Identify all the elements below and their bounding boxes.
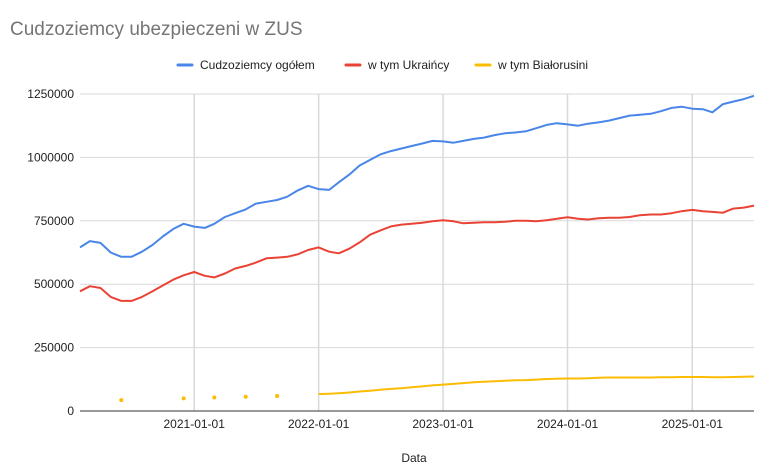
data-point xyxy=(243,394,248,399)
data-point xyxy=(181,396,186,401)
data-point xyxy=(275,394,280,399)
series-0 xyxy=(79,94,755,258)
data-point xyxy=(212,395,217,400)
x-axis-title: Data xyxy=(401,451,427,465)
series-line xyxy=(318,375,755,395)
legend-item[interactable]: w tym Ukraińcy xyxy=(344,58,449,72)
legend-item[interactable]: w tym Białorusini xyxy=(474,58,588,72)
legend[interactable]: Cudzoziemcy ogółem w tym Ukraińcy w tym Bi… xyxy=(176,58,588,72)
x-tick-label: 2025-01-01 xyxy=(662,417,724,431)
x-tick-label: 2021-01-01 xyxy=(164,417,226,431)
x-tick-label: 2022-01-01 xyxy=(288,417,350,431)
series-line xyxy=(79,204,755,302)
x-tick-label: 2023-01-01 xyxy=(412,417,474,431)
legend-label: w tym Białorusini xyxy=(497,58,588,72)
series-line xyxy=(79,94,755,258)
y-tick-label: 250000 xyxy=(34,341,74,355)
legend-item[interactable]: Cudzoziemcy ogółem xyxy=(176,58,315,72)
x-tick-label: 2024-01-01 xyxy=(537,417,599,431)
series-layer xyxy=(79,94,755,403)
y-tick-label: 750000 xyxy=(34,214,74,228)
y-tick-label: 0 xyxy=(67,404,74,418)
y-tick-label: 1000000 xyxy=(27,150,74,164)
gridlines xyxy=(80,93,754,411)
series-1 xyxy=(79,204,755,302)
series-2 xyxy=(119,375,755,403)
data-point xyxy=(119,398,124,403)
y-axis: 0 250000 500000 750000 1000000 1250000 xyxy=(27,87,74,418)
legend-label: w tym Ukraińcy xyxy=(367,58,449,72)
y-tick-label: 1250000 xyxy=(27,87,74,101)
chart-title: Cudzoziemcy ubezpieczeni w ZUS xyxy=(10,19,303,40)
x-axis: 2021-01-01 2022-01-01 2023-01-01 2024-01-01… xyxy=(80,410,754,431)
y-tick-label: 500000 xyxy=(34,277,74,291)
legend-label: Cudzoziemcy ogółem xyxy=(200,58,315,72)
